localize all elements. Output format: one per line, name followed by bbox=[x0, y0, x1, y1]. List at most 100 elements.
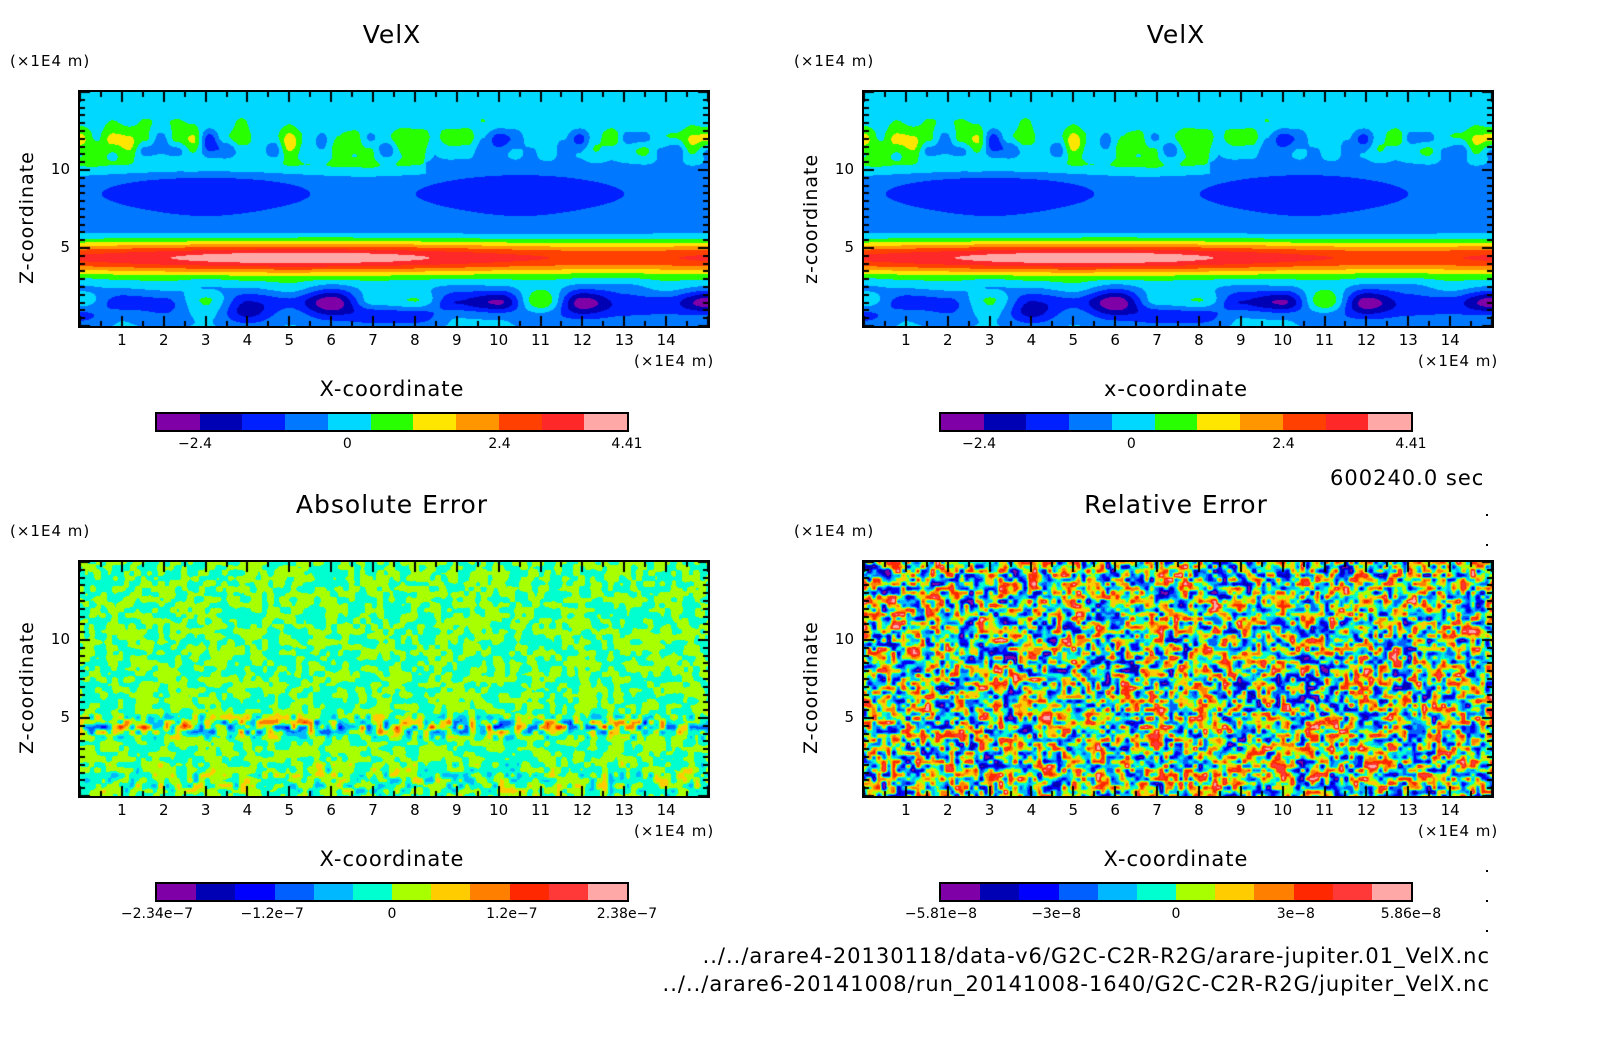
x-tick-label: 6 bbox=[1110, 801, 1120, 819]
colorbar-swatch bbox=[1254, 884, 1294, 900]
x-tick-label: 10 bbox=[489, 331, 509, 349]
file-path-2: ../../arare6-20141008/run_20141008-1640/… bbox=[662, 972, 1490, 996]
colorbar-swatch bbox=[980, 884, 1020, 900]
x-tick-label: 14 bbox=[1440, 331, 1460, 349]
x-tick-label: 11 bbox=[530, 331, 551, 349]
x-tick-label: 6 bbox=[1110, 331, 1120, 349]
x-tick-label: 8 bbox=[1194, 331, 1204, 349]
marker-dot bbox=[1486, 900, 1488, 902]
x-tick-label: 3 bbox=[984, 801, 995, 819]
x-tick-label: 5 bbox=[1068, 801, 1079, 819]
x-tick-label: 12 bbox=[1356, 801, 1376, 819]
colorbar-swatch bbox=[1282, 414, 1326, 430]
x-unit-label: (×1E4 m) bbox=[634, 352, 715, 370]
x-tick-label: 12 bbox=[572, 331, 592, 349]
x-tick-label: 1 bbox=[901, 331, 911, 349]
colorbar-swatch bbox=[1026, 414, 1070, 430]
colorbar-swatch bbox=[1111, 414, 1155, 430]
y-axis-label: z-coordinate bbox=[800, 153, 822, 284]
colorbar-swatch bbox=[431, 884, 471, 900]
colorbar-label: 2.4 bbox=[1272, 436, 1295, 452]
x-tick-label: 2 bbox=[942, 801, 953, 819]
x-tick-label: 1 bbox=[901, 801, 911, 819]
y-tick-label: 10 bbox=[50, 630, 70, 648]
x-tick-label: 1 bbox=[117, 801, 127, 819]
x-tick-label: 7 bbox=[1152, 801, 1162, 819]
colorbar bbox=[939, 412, 1413, 432]
colorbar-swatch bbox=[541, 414, 585, 430]
colorbar-swatch bbox=[470, 884, 510, 900]
colorbar-label: 5.86e−8 bbox=[1380, 906, 1442, 922]
colorbar-swatch bbox=[587, 884, 628, 900]
x-unit-label: (×1E4 m) bbox=[1418, 352, 1499, 370]
colorbar-label: 0 bbox=[1171, 906, 1181, 922]
marker-dot bbox=[1486, 544, 1488, 546]
x-tick-label: 13 bbox=[614, 331, 634, 349]
colorbar-label: 1.2e−7 bbox=[486, 906, 538, 922]
x-tick-label: 4 bbox=[242, 801, 253, 819]
colorbar-swatch bbox=[456, 414, 499, 430]
chart-title: Relative Error bbox=[1084, 490, 1268, 519]
colorbar-swatch bbox=[413, 414, 457, 430]
x-tick-label: 13 bbox=[614, 801, 634, 819]
x-tick-label: 14 bbox=[656, 801, 676, 819]
x-tick-label: 2 bbox=[158, 801, 169, 819]
colorbar-swatch bbox=[941, 414, 984, 430]
chart-title: VelX bbox=[362, 20, 422, 49]
colorbar-label: −1.2e−7 bbox=[240, 906, 304, 922]
y-tick-label: 10 bbox=[834, 160, 854, 178]
colorbar-swatch bbox=[392, 884, 432, 900]
x-tick-label: 4 bbox=[1026, 331, 1037, 349]
y-tick-label: 10 bbox=[50, 160, 70, 178]
x-tick-label: 7 bbox=[1152, 331, 1162, 349]
x-tick-label: 11 bbox=[1314, 331, 1335, 349]
x-tick-label: 5 bbox=[1068, 331, 1079, 349]
colorbar-label: 2.38e−7 bbox=[596, 906, 658, 922]
colorbar-swatch bbox=[983, 414, 1027, 430]
colorbar-label: 0 bbox=[387, 906, 397, 922]
colorbar-swatch bbox=[1197, 414, 1241, 430]
colorbar-swatch bbox=[1097, 884, 1137, 900]
colorbar-swatch bbox=[235, 884, 275, 900]
x-unit-label: (×1E4 m) bbox=[634, 822, 715, 840]
colorbar-swatch bbox=[242, 414, 286, 430]
x-tick-label: 9 bbox=[1236, 801, 1246, 819]
colorbar-swatch bbox=[370, 414, 414, 430]
colorbar-swatch bbox=[313, 884, 353, 900]
x-tick-label: 14 bbox=[656, 331, 676, 349]
x-tick-label: 5 bbox=[284, 801, 295, 819]
y-tick-label: 10 bbox=[834, 630, 854, 648]
x-axis-label: X-coordinate bbox=[319, 377, 465, 401]
colorbar-swatch bbox=[327, 414, 371, 430]
x-tick-label: 2 bbox=[158, 331, 169, 349]
x-tick-label: 12 bbox=[1356, 331, 1376, 349]
y-axis-label: Z-coordinate bbox=[16, 151, 38, 284]
y-axis-label: Z-coordinate bbox=[16, 621, 38, 754]
y-axis-label: Z-coordinate bbox=[800, 621, 822, 754]
x-tick-label: 8 bbox=[1194, 801, 1204, 819]
x-tick-label: 13 bbox=[1398, 801, 1418, 819]
y-tick-label: 5 bbox=[844, 238, 854, 256]
x-axis-label: X-coordinate bbox=[1103, 847, 1249, 871]
x-axis-label: X-coordinate bbox=[319, 847, 465, 871]
colorbar-swatch bbox=[1136, 884, 1177, 900]
x-tick-label: 3 bbox=[200, 801, 211, 819]
x-tick-label: 8 bbox=[410, 331, 420, 349]
x-tick-label: 3 bbox=[200, 331, 211, 349]
colorbar bbox=[155, 412, 629, 432]
x-tick-label: 2 bbox=[942, 331, 953, 349]
x-tick-label: 6 bbox=[326, 801, 336, 819]
colorbar-label: −2.4 bbox=[178, 436, 213, 452]
x-tick-label: 7 bbox=[368, 801, 378, 819]
colorbar-swatch bbox=[157, 414, 200, 430]
time-label: 600240.0 sec bbox=[1330, 466, 1485, 490]
x-tick-label: 14 bbox=[1440, 801, 1460, 819]
colorbar-swatch bbox=[196, 884, 236, 900]
colorbar-swatch bbox=[1058, 884, 1098, 900]
colorbar-label: 4.41 bbox=[611, 436, 643, 452]
colorbar-label: 3e−8 bbox=[1276, 906, 1315, 922]
y-tick-label: 5 bbox=[60, 708, 70, 726]
colorbar-swatch bbox=[1019, 884, 1059, 900]
colorbar-label: −5.81e−8 bbox=[904, 906, 978, 922]
x-tick-label: 1 bbox=[117, 331, 127, 349]
